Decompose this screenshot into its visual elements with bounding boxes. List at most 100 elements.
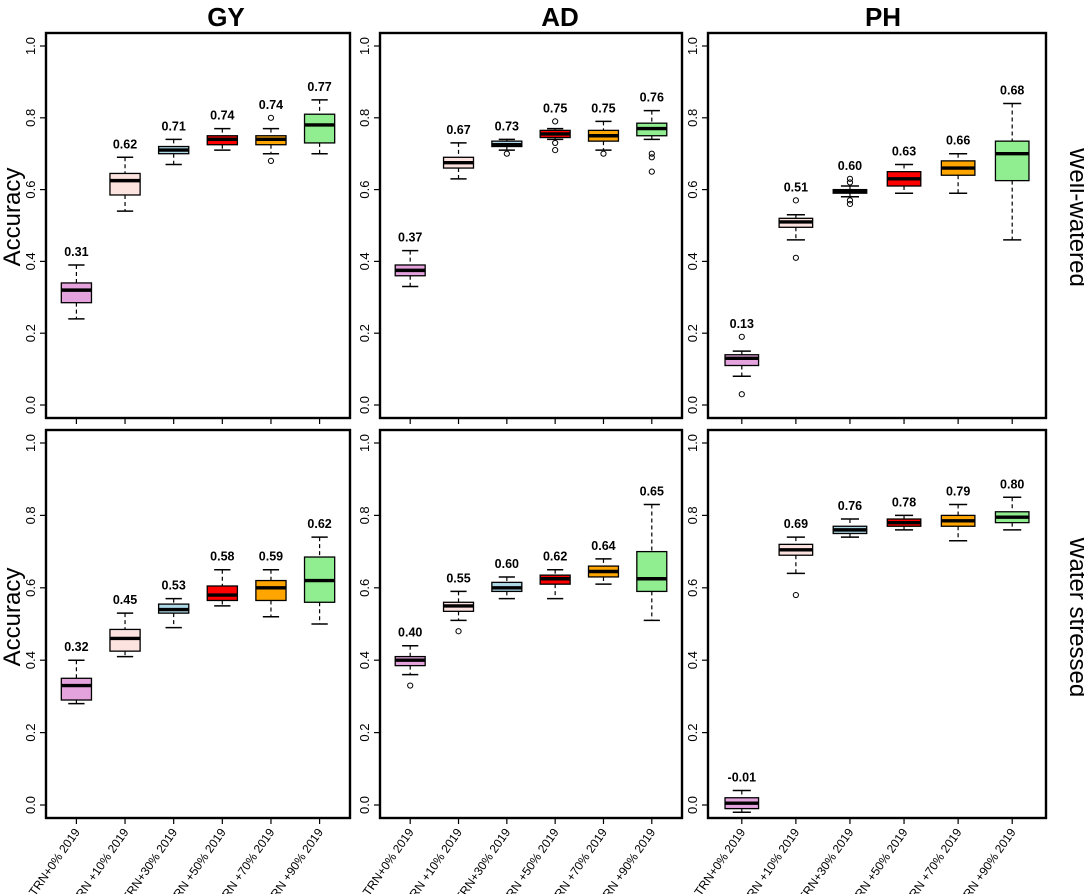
box-3: 0.71 xyxy=(157,119,190,166)
data-label: 0.77 xyxy=(307,80,331,94)
outlier-point xyxy=(846,179,854,186)
data-label: 0.63 xyxy=(892,144,916,158)
data-label: 0.59 xyxy=(259,550,283,564)
y-tick-label: 0.8 xyxy=(685,109,700,127)
column-title-ph: PH xyxy=(865,2,901,32)
x-tick-label: TRN +70% 2019 xyxy=(902,825,965,894)
box-body xyxy=(109,628,141,652)
x-tick-label: TRN +90% 2019 xyxy=(956,825,1019,894)
box-5: 0.66 xyxy=(940,134,976,194)
panel-frame xyxy=(44,428,352,820)
data-label: 0.51 xyxy=(784,180,808,194)
x-tick-label: TRN +10% 2019 xyxy=(740,825,803,894)
data-label: 0.74 xyxy=(210,109,234,123)
y-tick-label: 0.8 xyxy=(357,109,372,127)
y-tick-label: 0.6 xyxy=(357,181,372,199)
data-label: 0.53 xyxy=(162,579,186,593)
panel-frame xyxy=(706,428,1048,820)
panel-well-watered-gy: 0.0 0.2 0.4 0.6 0.8 1.0 0.31 0.62 0.71 0.74 0.74 0.… xyxy=(23,31,352,424)
box-1: 0.32 xyxy=(60,640,93,705)
y-tick-label: 1.0 xyxy=(357,37,372,55)
y-tick-label: 0.2 xyxy=(23,324,38,342)
box-3: 0.76 xyxy=(832,499,868,538)
data-label: 0.60 xyxy=(838,159,862,173)
outlier-point xyxy=(738,333,745,340)
panel-well-watered-ph: 0.0 0.2 0.4 0.6 0.8 1.0 0.13 0.51 0.60 0.63 0.66 0.… xyxy=(685,31,1048,424)
y-tick-label: 0.2 xyxy=(685,724,700,742)
data-label: 0.78 xyxy=(892,495,916,509)
y-axis-label-bottom: Accuracy xyxy=(0,568,26,667)
box-5: 0.75 xyxy=(587,101,620,157)
column-title-ad: AD xyxy=(541,2,579,32)
y-tick-label: 1.0 xyxy=(685,37,700,55)
y-tick-label: 0.0 xyxy=(23,396,38,414)
box-6: 0.68 xyxy=(994,83,1030,241)
box-5: 0.64 xyxy=(587,539,620,585)
data-label: 0.75 xyxy=(591,101,615,115)
data-label: 0.13 xyxy=(730,317,754,331)
row-label-well-watered: Well-watered xyxy=(1064,147,1084,287)
data-label: 0.62 xyxy=(113,137,137,151)
panel-frame xyxy=(378,428,684,820)
box-4: 0.74 xyxy=(206,109,239,151)
y-tick-label: 0.0 xyxy=(357,396,372,414)
box-4: 0.58 xyxy=(206,550,239,607)
box-body xyxy=(255,579,287,602)
data-label: 0.74 xyxy=(259,98,283,112)
data-label: 0.31 xyxy=(64,245,88,259)
data-label: 0.32 xyxy=(64,640,88,654)
data-label: 0.66 xyxy=(946,134,970,148)
x-tick-label: TRN+30% 2019 xyxy=(796,825,857,894)
y-tick-label: 0.6 xyxy=(685,181,700,199)
outlier-point xyxy=(503,150,510,157)
box-body xyxy=(994,140,1030,182)
data-label: 0.75 xyxy=(543,101,567,115)
x-tick-label: TRN +50% 2019 xyxy=(848,825,911,894)
y-tick-label: 0.2 xyxy=(357,724,372,742)
y-tick-label: 1.0 xyxy=(357,434,372,452)
y-tick-label: 0.2 xyxy=(357,324,372,342)
box-body xyxy=(60,282,93,304)
box-3: 0.60 xyxy=(491,557,523,600)
outlier-point xyxy=(846,197,854,204)
data-label: 0.45 xyxy=(113,593,137,607)
panel-frame xyxy=(44,31,352,420)
data-label: 0.58 xyxy=(210,550,234,564)
data-label: 0.37 xyxy=(398,231,422,245)
data-label: 0.55 xyxy=(446,571,470,585)
outlier-point xyxy=(407,682,414,689)
box-1: -0.01 xyxy=(724,771,760,813)
y-tick-label: 0.4 xyxy=(685,252,700,270)
box-body xyxy=(60,677,93,701)
data-label: 0.69 xyxy=(784,517,808,531)
outlier-point xyxy=(267,157,275,164)
outlier-point xyxy=(792,197,799,204)
data-label: 0.40 xyxy=(398,626,422,640)
column-title-gy: GY xyxy=(207,2,245,32)
box-2: 0.51 xyxy=(778,180,814,261)
y-tick-label: 0.8 xyxy=(23,506,38,524)
row-label-water-stressed: Water stressed xyxy=(1064,537,1084,698)
data-label: 0.76 xyxy=(640,91,664,105)
outlier-point xyxy=(552,147,559,154)
box-2: 0.69 xyxy=(778,517,814,599)
box-1: 0.40 xyxy=(394,626,426,689)
y-tick-label: 0.8 xyxy=(357,506,372,524)
outlier-point xyxy=(738,391,745,398)
box-4: 0.75 xyxy=(539,101,571,154)
box-3: 0.60 xyxy=(832,159,868,208)
panel-frame xyxy=(378,31,684,420)
y-tick-label: 0.8 xyxy=(685,506,700,524)
box-6: 0.77 xyxy=(303,80,336,155)
outlier-point xyxy=(846,200,854,208)
data-label: 0.79 xyxy=(946,485,970,499)
data-label: 0.68 xyxy=(1000,83,1024,97)
y-tick-label: 0.2 xyxy=(23,724,38,742)
outlier-point xyxy=(648,150,655,157)
panel-frame xyxy=(706,31,1048,420)
box-3: 0.53 xyxy=(157,579,190,629)
y-tick-label: 0.4 xyxy=(23,252,38,270)
outlier-point xyxy=(552,118,559,125)
